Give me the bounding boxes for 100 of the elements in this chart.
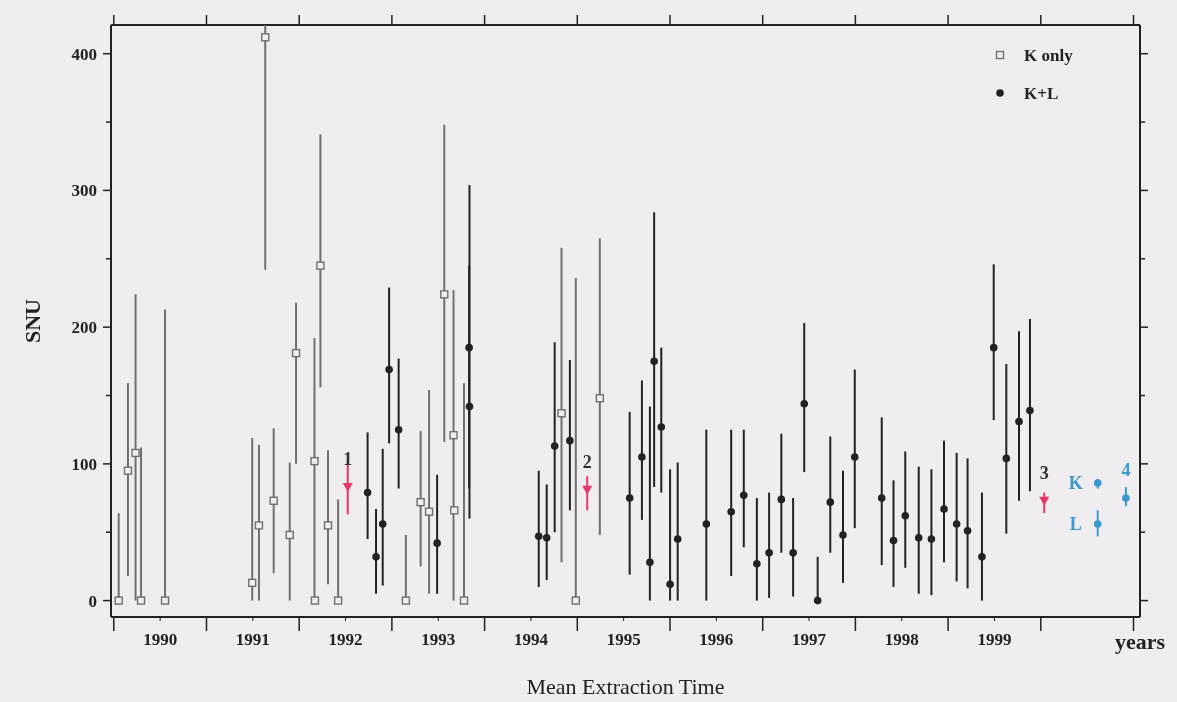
legend-label: K+L [1024,83,1059,103]
point [777,495,786,504]
point [136,596,146,605]
x-tick-label: 1990 [143,630,178,649]
point [1122,494,1130,502]
point [465,402,474,411]
point [114,596,123,605]
point [702,520,711,528]
point [927,535,936,543]
point [310,596,320,605]
point [285,530,294,540]
y-tick-label: 200 [71,318,97,338]
point [131,448,140,458]
point [595,394,605,403]
point [542,533,551,542]
x-tick-label: 1997 [792,630,827,649]
point [424,507,434,516]
point [901,512,910,520]
x-tick-label: 1998 [884,630,919,649]
annotation: 3 [1039,462,1049,483]
point [465,343,473,352]
point [566,436,574,445]
point [261,33,270,42]
point [952,520,961,528]
point [571,596,581,605]
point [316,261,325,270]
point [254,521,264,530]
point [550,442,559,450]
y-axis-title: SNU [20,298,45,344]
point [877,494,886,502]
x-tick-label: 1992 [328,630,363,649]
point [826,498,835,506]
point [753,559,761,568]
point [739,491,748,500]
point [1093,520,1102,528]
point [459,596,469,605]
point [625,494,634,502]
point [800,399,809,408]
point [160,596,170,605]
point [310,456,319,466]
point [1015,417,1023,426]
annotation: 2 [582,451,592,472]
point [789,548,797,557]
point [333,596,343,605]
point [450,506,459,515]
point [914,533,923,542]
point [940,505,948,513]
x-tick-label: 1996 [699,630,734,649]
point [889,536,898,545]
point [440,290,449,299]
x-tick-label: 1995 [606,630,641,649]
point [1039,496,1050,506]
point [727,507,735,516]
point [673,535,682,543]
point [646,558,654,567]
point [416,497,425,507]
point [1002,454,1011,463]
point [401,596,411,605]
annotation: L [1069,514,1082,535]
x-axis-title: Mean Extraction Time [526,674,725,699]
annotation: 1 [343,449,353,470]
point [323,521,333,530]
point [534,532,543,541]
y-tick-label: 0 [88,591,97,611]
point [650,357,658,366]
point [363,488,372,497]
point [963,527,972,535]
point [657,423,666,431]
text: years [1114,629,1166,654]
legend-label: K only [1024,45,1074,65]
x-tick-label: 1993 [421,630,456,649]
point [989,343,998,352]
point [378,520,387,528]
point [394,425,403,434]
x-tick-label: 1999 [977,630,1012,649]
y-tick-label: 400 [71,44,97,64]
point [813,596,822,605]
point [372,553,380,561]
point [269,496,278,505]
point [123,466,133,475]
annotation: K [1068,473,1083,494]
point [247,578,257,588]
x-tick-label: 1991 [235,630,270,649]
point [557,409,566,418]
point [1026,406,1034,415]
x-tick-label: 1994 [513,630,549,649]
point [765,548,773,557]
point [433,539,441,547]
y-tick-label: 300 [71,181,97,201]
point [385,365,393,374]
point [978,553,986,561]
y-tick-label: 100 [71,454,97,474]
point [582,485,593,495]
point [839,531,847,539]
annotation: 4 [1121,460,1131,481]
point [666,580,674,588]
point [850,453,859,461]
point [638,453,646,461]
point [449,430,458,440]
point [291,348,301,358]
